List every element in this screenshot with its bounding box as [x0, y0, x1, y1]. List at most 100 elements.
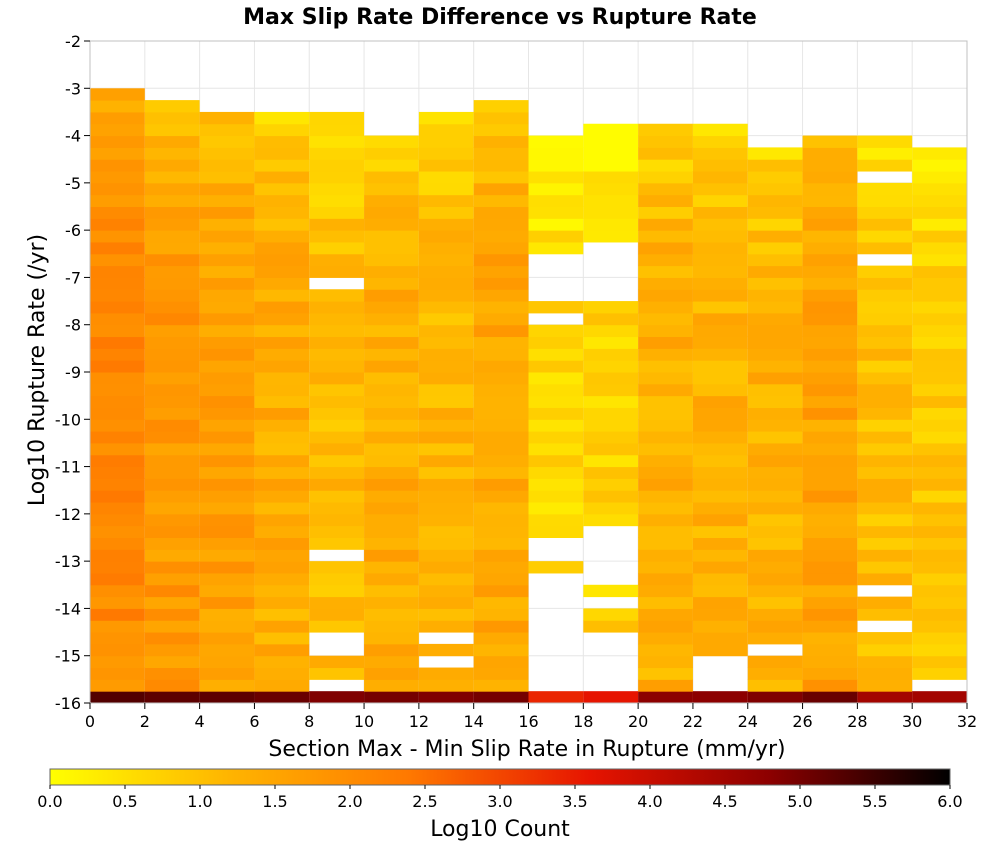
heatmap-cell	[912, 230, 967, 243]
heatmap-cell	[418, 289, 474, 302]
heatmap-cell	[473, 123, 529, 137]
heatmap-cell	[473, 265, 529, 278]
colorbar-label: Log10 Count	[430, 817, 570, 842]
heatmap-cell	[309, 383, 365, 397]
heatmap-cell	[309, 478, 365, 491]
heatmap-cell	[473, 111, 529, 125]
heatmap-cell	[802, 324, 858, 338]
heatmap-cell	[528, 525, 584, 538]
heatmap-cell	[638, 171, 693, 184]
heatmap-cell	[857, 147, 913, 160]
heatmap-cell	[747, 620, 803, 633]
heatmap-cell	[90, 478, 145, 491]
heatmap-cell	[692, 336, 748, 349]
y-tick-label: -11	[55, 458, 81, 477]
heatmap-cell	[199, 632, 255, 645]
heatmap-cell	[473, 655, 529, 669]
heatmap-cell	[418, 620, 474, 633]
chart-title: Max Slip Rate Difference vs Rupture Rate	[243, 5, 757, 30]
heatmap-cell	[309, 502, 365, 515]
heatmap-cell	[90, 301, 145, 314]
heatmap-cell	[309, 336, 365, 349]
heatmap-cell	[144, 289, 200, 302]
heatmap-cell	[912, 537, 967, 550]
x-tick-label: 6	[249, 712, 259, 731]
heatmap-cell	[144, 620, 200, 633]
heatmap-cell	[254, 324, 310, 338]
heatmap-cell	[583, 336, 639, 349]
heatmap-cell	[144, 312, 200, 326]
heatmap-cell	[309, 206, 365, 219]
heatmap-cell	[583, 123, 639, 137]
heatmap-cell	[802, 230, 858, 243]
heatmap-cell	[912, 584, 967, 598]
heatmap-cell	[802, 525, 858, 538]
heatmap-cell	[747, 679, 803, 692]
heatmap-cell	[638, 336, 693, 349]
heatmap-cell	[528, 147, 584, 160]
colorbar-tick-label: 5.0	[787, 792, 812, 811]
heatmap-cell	[309, 360, 365, 373]
heatmap-cell	[912, 372, 967, 385]
heatmap-cell	[254, 253, 310, 267]
heatmap-cell	[254, 111, 310, 125]
heatmap-cell	[473, 502, 529, 515]
heatmap-cell	[912, 513, 967, 527]
heatmap-cell	[364, 324, 419, 338]
heatmap-cell	[309, 537, 365, 550]
heatmap-cell	[638, 419, 693, 432]
heatmap-cell	[638, 324, 693, 338]
heatmap-cell	[692, 691, 748, 703]
heatmap-cell	[144, 253, 200, 267]
heatmap-cell	[90, 265, 145, 278]
heatmap-cell	[364, 171, 419, 184]
heatmap-cell	[747, 218, 803, 231]
heatmap-cell	[747, 324, 803, 338]
heatmap-cell	[144, 632, 200, 645]
heatmap-cell	[692, 561, 748, 574]
heatmap-cell	[254, 241, 310, 255]
heatmap-cell	[802, 608, 858, 621]
heatmap-cell	[583, 301, 639, 314]
heatmap-cell	[90, 655, 145, 669]
heatmap-cell	[692, 230, 748, 243]
heatmap-cell	[90, 159, 145, 172]
heatmap-cell	[692, 171, 748, 184]
y-tick-label: -2	[65, 32, 81, 51]
heatmap-cell	[912, 277, 967, 290]
heatmap-cell	[199, 454, 255, 468]
heatmap-cell	[912, 336, 967, 349]
heatmap-cell	[583, 324, 639, 338]
heatmap-cell	[692, 147, 748, 160]
heatmap-cell	[364, 265, 419, 278]
heatmap-cell	[199, 171, 255, 184]
heatmap-cell	[90, 490, 145, 503]
heatmap-cell	[199, 265, 255, 278]
heatmap-cell	[309, 324, 365, 338]
heatmap-cell	[364, 584, 419, 598]
heatmap-cell	[912, 691, 967, 703]
heatmap-cell	[144, 407, 200, 420]
heatmap-cell	[144, 206, 200, 219]
heatmap-cell	[747, 572, 803, 586]
heatmap-cell	[418, 241, 474, 255]
x-tick-label: 10	[354, 712, 374, 731]
heatmap-cell	[912, 632, 967, 645]
heatmap-cell	[638, 596, 693, 609]
heatmap-cell	[418, 206, 474, 219]
heatmap-cell	[473, 336, 529, 349]
heatmap-cell	[747, 253, 803, 267]
heatmap-cell	[199, 135, 255, 148]
heatmap-cell	[364, 667, 419, 680]
heatmap-cell	[802, 572, 858, 586]
heatmap-cell	[90, 277, 145, 290]
heatmap-cell	[638, 230, 693, 243]
heatmap-cell	[90, 431, 145, 444]
heatmap-cell	[528, 691, 584, 703]
heatmap-cell	[473, 230, 529, 243]
y-tick-label: -8	[65, 316, 81, 335]
heatmap-cell	[802, 537, 858, 550]
heatmap-cell	[528, 513, 584, 527]
heatmap-cell	[364, 182, 419, 196]
heatmap-cell	[583, 372, 639, 385]
